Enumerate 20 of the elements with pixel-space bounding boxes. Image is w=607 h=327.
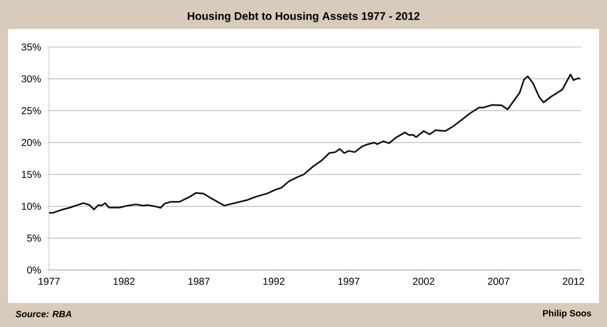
y-tick-label: 35% bbox=[22, 43, 41, 51]
x-tick-label: 2002 bbox=[413, 278, 434, 285]
x-tick-label: 2012 bbox=[562, 278, 584, 285]
x-tick-label: 1992 bbox=[263, 278, 284, 285]
x-tick-label: 1997 bbox=[338, 278, 360, 285]
x-tick-label: 1982 bbox=[114, 278, 135, 285]
text: Philip Soos bbox=[543, 310, 592, 318]
chart-title: Housing Debt to Housing Assets 1977 - 2012 bbox=[188, 12, 420, 22]
x-tick-label: 2007 bbox=[488, 278, 510, 285]
y-tick-label: 20% bbox=[22, 139, 41, 146]
x-tick-label: 1977 bbox=[38, 278, 60, 285]
y-tick-label: 10% bbox=[22, 202, 41, 210]
y-tick-label: 25% bbox=[22, 107, 41, 114]
y-tick-label: 15% bbox=[22, 170, 41, 178]
source-note: Source: RBA bbox=[16, 310, 72, 318]
line-series bbox=[49, 74, 582, 214]
x-tick-label: 1987 bbox=[188, 278, 210, 285]
y-tick-label: 5% bbox=[27, 234, 41, 242]
y-tick-label: 0% bbox=[27, 266, 41, 274]
y-tick-label: 30% bbox=[22, 75, 41, 82]
